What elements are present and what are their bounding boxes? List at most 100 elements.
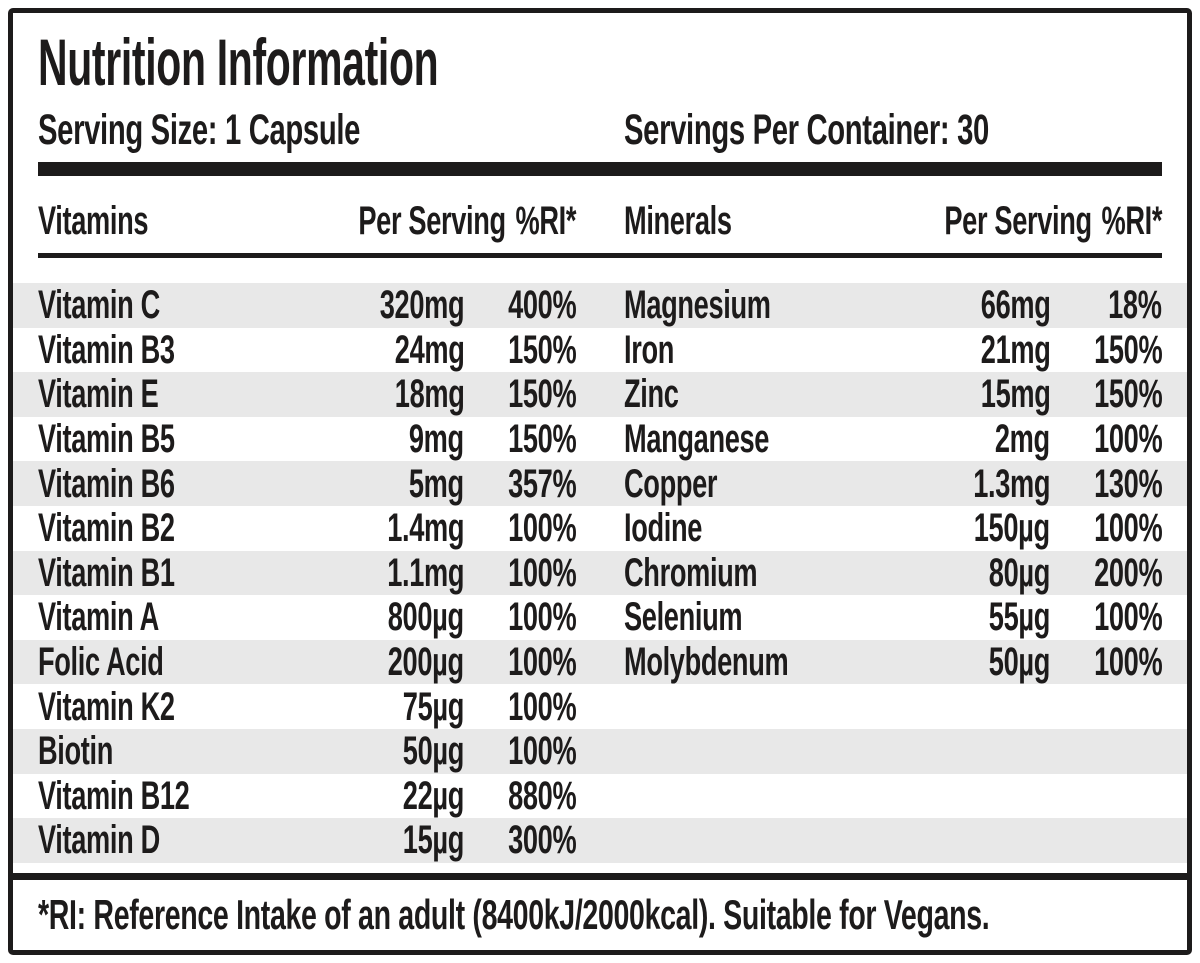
mineral-amount: 15mg xyxy=(980,372,1050,417)
spacer xyxy=(13,863,1187,873)
page-title: Nutrition Information xyxy=(38,27,1162,97)
mineral-amount: 2mg xyxy=(995,417,1050,462)
vitamin-name: Vitamin A xyxy=(38,595,159,640)
vitamin-entry: Vitamin B1 1.1mg 100% xyxy=(38,551,576,596)
vitamin-name: Vitamin B12 xyxy=(38,773,190,818)
vitamin-name: Vitamin K2 xyxy=(38,684,175,729)
mineral-entry xyxy=(624,774,1162,819)
table-row: Vitamin B12 22µg 880% xyxy=(13,774,1187,819)
vitamin-entry: Vitamin K2 75µg 100% xyxy=(38,684,576,729)
mineral-amount: 150µg xyxy=(974,506,1050,551)
vitamin-ri: 150% xyxy=(507,327,577,372)
table-row: Folic Acid 200µg 100% Molybdenum 50µg 10… xyxy=(13,639,1187,685)
mineral-name: Copper xyxy=(624,461,718,506)
mineral-entry xyxy=(624,818,1162,863)
vitamin-amount: 1.1mg xyxy=(387,550,464,595)
minerals-column-title: Minerals xyxy=(624,199,732,243)
mineral-entry: Copper 1.3mg 130% xyxy=(624,461,1162,506)
vitamins-header: Vitamins Per Serving %RI* xyxy=(38,199,576,253)
mineral-entry: Selenium 55µg 100% xyxy=(624,595,1162,640)
table-row: Vitamin E 18mg 150% Zinc 15mg 150% xyxy=(13,372,1187,417)
vitamin-ri: 400% xyxy=(507,283,577,328)
vitamin-name: Vitamin C xyxy=(38,283,160,328)
serving-info-row: Serving Size: 1 Capsule Servings Per Con… xyxy=(38,105,1162,155)
mineral-ri: 100% xyxy=(1093,417,1163,462)
vitamin-amount: 75µg xyxy=(402,684,465,729)
mineral-ri: 100% xyxy=(1093,640,1163,685)
vitamin-ri: 150% xyxy=(507,372,577,417)
vitamin-amount: 1.4mg xyxy=(387,506,464,551)
vitamin-entry: Vitamin C 320mg 400% xyxy=(38,283,576,328)
vitamin-entry: Vitamin D 15µg 300% xyxy=(38,818,576,863)
vitamins-column-title: Vitamins xyxy=(38,199,149,243)
vitamin-name: Vitamin B1 xyxy=(38,550,175,595)
mineral-name: Iron xyxy=(624,327,675,372)
mineral-entry: Chromium 80µg 200% xyxy=(624,551,1162,596)
vitamin-name: Folic Acid xyxy=(38,640,164,685)
mineral-entry: Molybdenum 50µg 100% xyxy=(624,640,1162,685)
footer-divider xyxy=(13,872,1187,880)
vitamin-entry: Vitamin B6 5mg 357% xyxy=(38,461,576,506)
nutrition-label: Nutrition Information Serving Size: 1 Ca… xyxy=(8,8,1192,955)
servings-per-container: Servings Per Container: 30 xyxy=(624,106,989,154)
table-row: Vitamin B5 9mg 150% Manganese 2mg 100% xyxy=(13,417,1187,462)
vitamin-ri: 357% xyxy=(507,461,577,506)
thick-divider-bar xyxy=(38,162,1162,176)
vitamin-ri: 100% xyxy=(507,595,577,640)
vitamin-ri: 150% xyxy=(507,417,577,462)
vitamin-entry: Vitamin E 18mg 150% xyxy=(38,372,576,417)
vitamin-entry: Vitamin B2 1.4mg 100% xyxy=(38,506,576,551)
mineral-entry xyxy=(624,729,1162,774)
vitamin-entry: Biotin 50µg 100% xyxy=(38,729,576,774)
table-header-row: Vitamins Per Serving %RI* Minerals Per S… xyxy=(13,176,1187,253)
vitamin-ri: 100% xyxy=(507,729,577,774)
page-title-text: Nutrition Information xyxy=(38,25,439,99)
vitamins-ri-header: %RI* xyxy=(515,199,576,243)
reference-intake-note: *RI: Reference Intake of an adult (8400k… xyxy=(38,890,990,938)
vitamin-name: Vitamin B5 xyxy=(38,417,175,462)
mineral-name: Zinc xyxy=(624,372,679,417)
vitamins-per-serving-header: Per Serving xyxy=(358,199,506,243)
vitamin-ri: 100% xyxy=(507,684,577,729)
vitamin-amount: 5mg xyxy=(409,461,464,506)
vitamin-amount: 800µg xyxy=(388,595,464,640)
vitamin-ri: 100% xyxy=(507,550,577,595)
vitamin-ri: 300% xyxy=(507,818,577,863)
header-underline xyxy=(38,253,1162,258)
vitamin-amount: 15µg xyxy=(402,818,465,863)
vitamin-amount: 22µg xyxy=(402,773,465,818)
table-row: Vitamin D 15µg 300% xyxy=(13,818,1187,863)
vitamin-amount: 18mg xyxy=(394,372,464,417)
vitamin-ri: 100% xyxy=(507,640,577,685)
minerals-ri-header: %RI* xyxy=(1101,199,1162,243)
table-row: Biotin 50µg 100% xyxy=(13,728,1187,774)
mineral-name: Chromium xyxy=(624,550,758,595)
mineral-entry: Magnesium 66mg 18% xyxy=(624,283,1162,328)
mineral-ri: 150% xyxy=(1093,327,1163,372)
serving-size: Serving Size: 1 Capsule xyxy=(38,106,361,154)
vitamin-entry: Vitamin A 800µg 100% xyxy=(38,595,576,640)
table-row: Vitamin B6 5mg 357% Copper 1.3mg 130% xyxy=(13,461,1187,506)
vitamin-amount: 24mg xyxy=(394,327,464,372)
mineral-entry: Manganese 2mg 100% xyxy=(624,417,1162,462)
mineral-name: Iodine xyxy=(624,506,703,551)
vitamin-name: Biotin xyxy=(38,729,114,774)
table-row: Vitamin B1 1.1mg 100% Chromium 80µg 200% xyxy=(13,550,1187,596)
vitamin-amount: 200µg xyxy=(388,640,464,685)
mineral-entry: Iodine 150µg 100% xyxy=(624,506,1162,551)
vitamin-name: Vitamin E xyxy=(38,372,159,417)
vitamin-entry: Folic Acid 200µg 100% xyxy=(38,640,576,685)
mineral-ri: 150% xyxy=(1093,372,1163,417)
mineral-amount: 66mg xyxy=(980,283,1050,328)
vitamin-amount: 320mg xyxy=(379,283,465,328)
vitamin-name: Vitamin D xyxy=(38,818,160,863)
mineral-entry: Zinc 15mg 150% xyxy=(624,372,1162,417)
nutrient-table: Vitamin C 320mg 400% Magnesium 66mg 18% … xyxy=(13,283,1187,863)
vitamin-name: Vitamin B2 xyxy=(38,506,175,551)
table-row: Vitamin C 320mg 400% Magnesium 66mg 18% xyxy=(13,283,1187,328)
vitamin-entry: Vitamin B5 9mg 150% xyxy=(38,417,576,462)
mineral-amount: 1.3mg xyxy=(973,461,1050,506)
minerals-per-serving-header: Per Serving xyxy=(944,199,1092,243)
vitamin-ri: 100% xyxy=(507,506,577,551)
table-row: Vitamin B3 24mg 150% Iron 21mg 150% xyxy=(13,328,1187,373)
